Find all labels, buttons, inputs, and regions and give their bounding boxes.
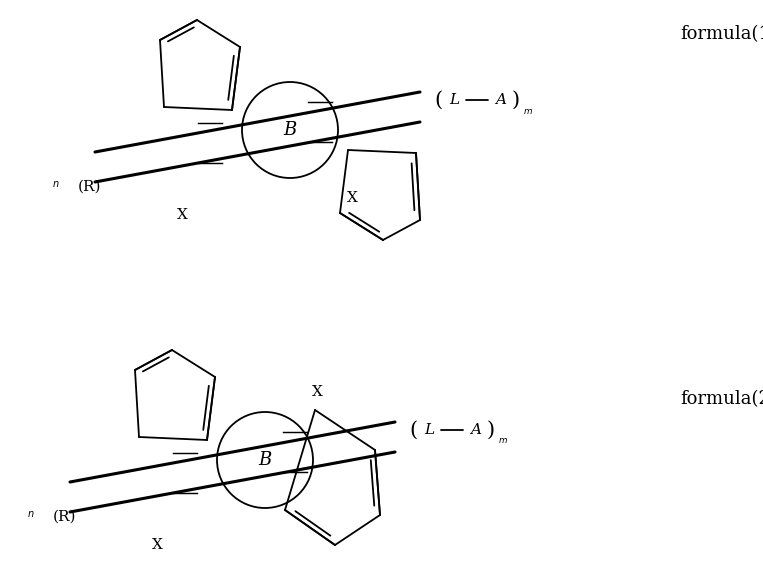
Text: L: L bbox=[449, 93, 459, 107]
Text: $_m$: $_m$ bbox=[498, 433, 508, 447]
Text: (R): (R) bbox=[53, 510, 76, 524]
Text: X: X bbox=[176, 208, 188, 222]
Text: X: X bbox=[311, 385, 323, 399]
Text: $_n$: $_n$ bbox=[53, 176, 60, 190]
Text: B: B bbox=[259, 451, 272, 469]
Text: X: X bbox=[152, 538, 163, 552]
Text: $_n$: $_n$ bbox=[27, 506, 35, 520]
Text: ): ) bbox=[512, 91, 520, 110]
Text: formula(1): formula(1) bbox=[680, 25, 763, 43]
Text: L: L bbox=[424, 423, 434, 437]
Text: formula(2): formula(2) bbox=[680, 390, 763, 408]
Text: ): ) bbox=[487, 420, 495, 440]
Text: A: A bbox=[495, 93, 507, 107]
Text: $_m$: $_m$ bbox=[523, 103, 533, 116]
Text: (: ( bbox=[434, 91, 442, 110]
Text: B: B bbox=[283, 121, 297, 139]
Text: X: X bbox=[346, 191, 357, 205]
Text: (R): (R) bbox=[78, 180, 101, 194]
Text: A: A bbox=[471, 423, 481, 437]
Text: (: ( bbox=[409, 420, 417, 440]
